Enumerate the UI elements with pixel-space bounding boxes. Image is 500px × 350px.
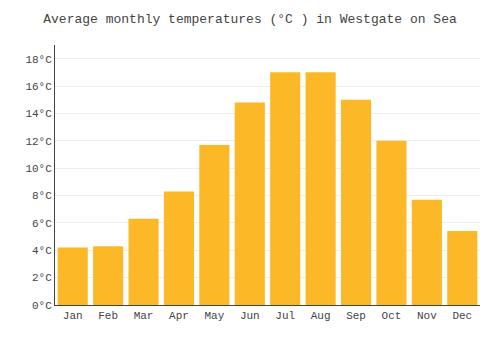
svg-text:Oct: Oct	[382, 310, 402, 322]
svg-text:Feb: Feb	[98, 310, 118, 322]
svg-text:8°C: 8°C	[32, 190, 52, 202]
svg-text:Mar: Mar	[134, 310, 154, 322]
svg-text:Aug: Aug	[311, 310, 331, 322]
svg-text:Nov: Nov	[417, 310, 437, 322]
svg-text:Jan: Jan	[63, 310, 83, 322]
svg-text:18°C: 18°C	[25, 54, 52, 66]
svg-text:May: May	[204, 310, 224, 322]
svg-text:16°C: 16°C	[25, 81, 52, 93]
svg-text:12°C: 12°C	[25, 136, 52, 148]
svg-text:Sep: Sep	[346, 310, 366, 322]
svg-text:Average monthly temperatures (: Average monthly temperatures (°C ) in We…	[43, 12, 457, 27]
svg-text:14°C: 14°C	[25, 108, 52, 120]
svg-text:Jun: Jun	[240, 310, 260, 322]
svg-text:0°C: 0°C	[32, 300, 52, 312]
svg-text:Dec: Dec	[452, 310, 472, 322]
svg-text:Jul: Jul	[275, 310, 295, 322]
svg-text:2°C: 2°C	[32, 272, 52, 284]
svg-text:10°C: 10°C	[25, 163, 52, 175]
svg-text:6°C: 6°C	[32, 218, 52, 230]
svg-text:Apr: Apr	[169, 310, 189, 322]
svg-text:4°C: 4°C	[32, 245, 52, 257]
